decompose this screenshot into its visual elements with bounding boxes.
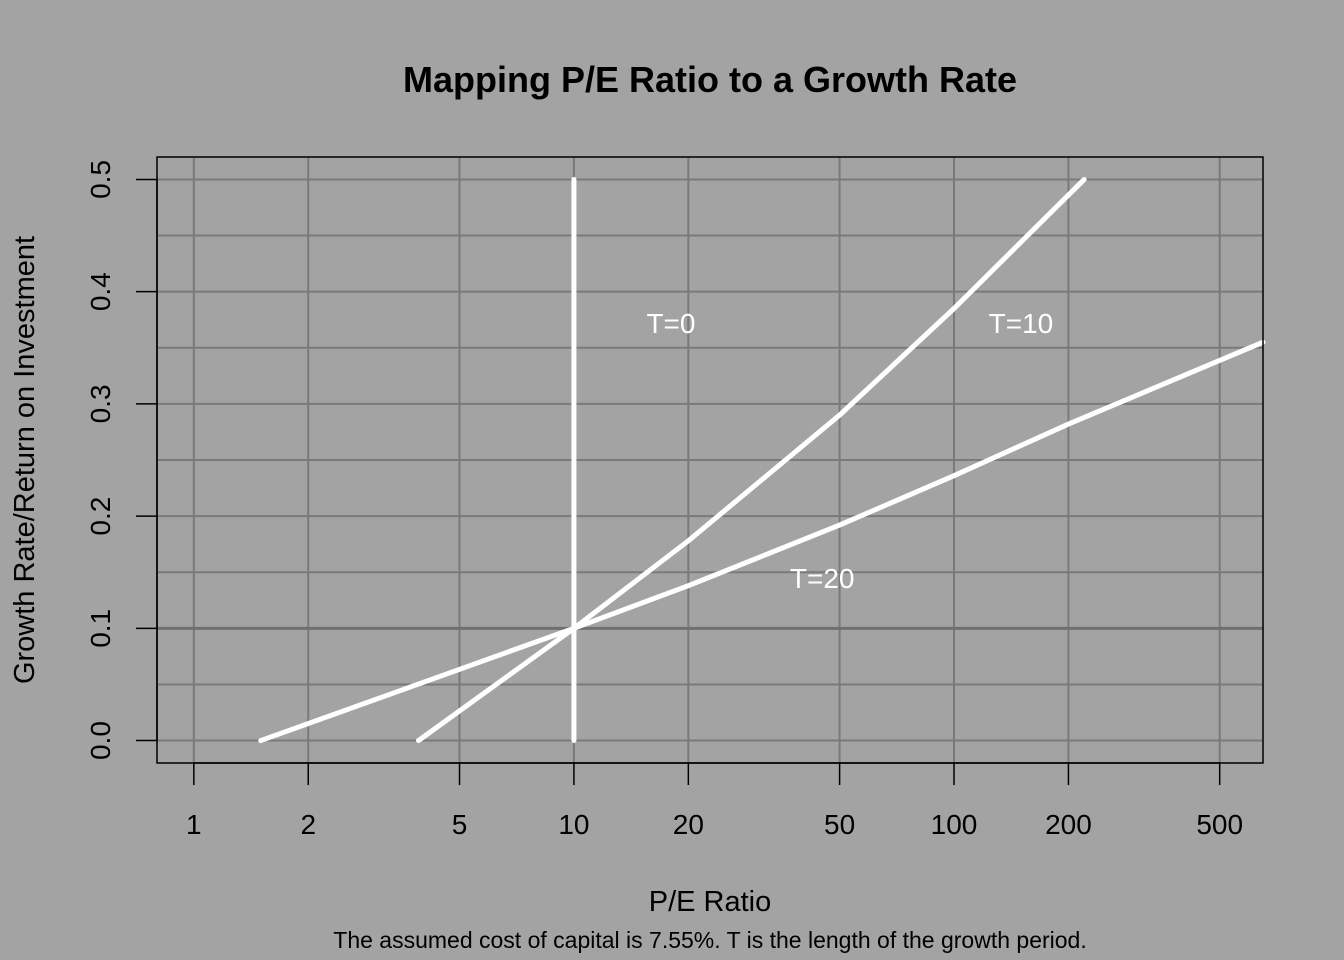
x-tick-label: 20 <box>673 809 704 840</box>
x-tick-label: 5 <box>452 809 468 840</box>
x-tick-label: 10 <box>558 809 589 840</box>
y-tick-label: 0.4 <box>85 272 116 311</box>
x-tick-label: 2 <box>300 809 316 840</box>
x-tick-label: 500 <box>1196 809 1243 840</box>
series-line-t-10 <box>415 176 1087 744</box>
y-tick-label: 0.0 <box>85 721 116 760</box>
x-axis-label: P/E Ratio <box>649 886 772 918</box>
y-tick-label: 0.5 <box>85 160 116 199</box>
series-lines <box>258 176 1266 744</box>
x-tick-label: 50 <box>824 809 855 840</box>
grid-lines <box>157 157 1263 763</box>
chart-title: Mapping P/E Ratio to a Growth Rate <box>403 59 1017 100</box>
axes: 1 2 5 10 20 50 100 200 500 0.0 0.1 0.2 0.3 0.4 0.5 <box>85 160 1243 840</box>
series-line-t-20 <box>258 339 1266 744</box>
chart-caption: The assumed cost of capital is 7.55%. T … <box>333 927 1086 953</box>
y-axis-label: Growth Rate/Return on Investment <box>9 236 41 684</box>
series-label-t-10: T=10 <box>989 308 1054 339</box>
series-label-t-0: T=0 <box>646 308 695 339</box>
y-tick-label: 0.1 <box>85 609 116 648</box>
series-annotations: T=0 T=10 T=20 <box>646 308 1053 594</box>
x-tick-label: 1 <box>186 809 202 840</box>
y-tick-label: 0.2 <box>85 497 116 536</box>
series-label-t-20: T=20 <box>790 563 855 594</box>
x-tick-label: 200 <box>1045 809 1092 840</box>
x-tick-label: 100 <box>931 809 978 840</box>
y-tick-label: 0.3 <box>85 384 116 423</box>
